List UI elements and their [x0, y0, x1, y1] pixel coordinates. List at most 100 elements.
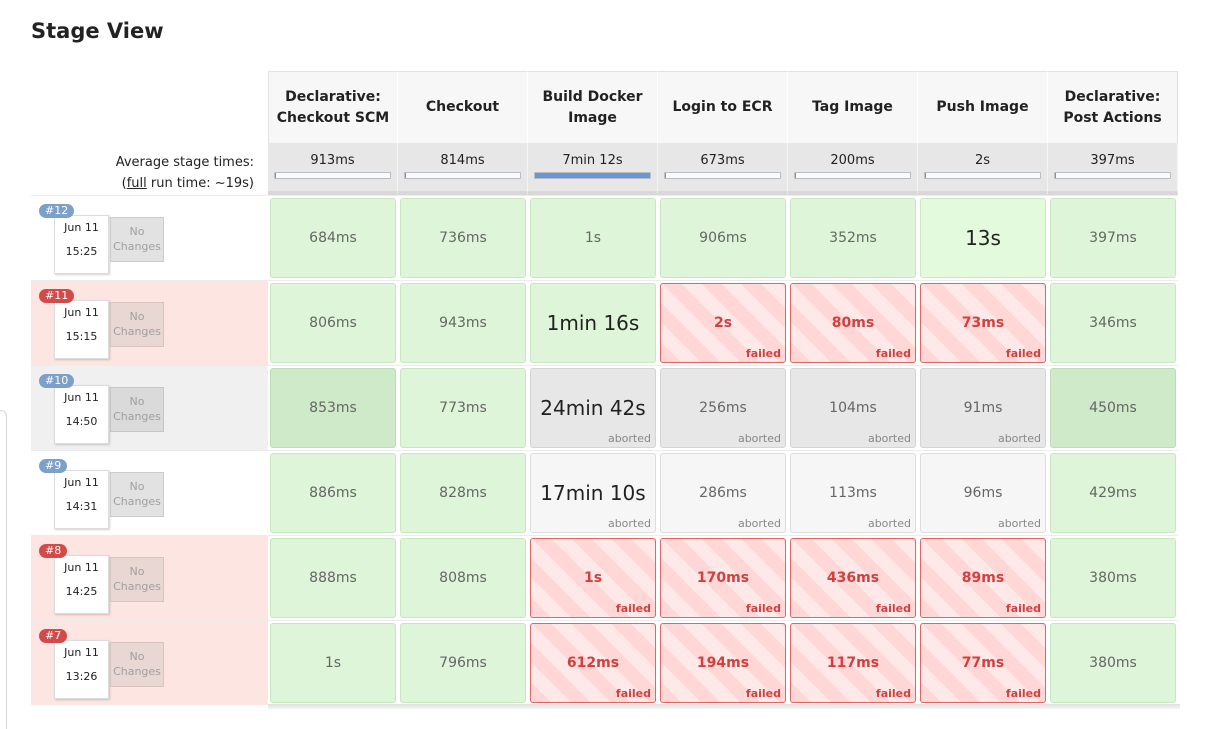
- stage-result-success[interactable]: 1s: [270, 623, 396, 703]
- build-run-row[interactable]: #10 Jun 11 14:50 No Changes: [31, 365, 268, 450]
- stage-result-success[interactable]: 346ms: [1050, 283, 1176, 363]
- stage-result-success[interactable]: 397ms: [1050, 198, 1176, 278]
- stage-result-cell[interactable]: 906ms: [658, 195, 788, 280]
- stage-result-cell[interactable]: 91ms aborted: [918, 365, 1048, 450]
- stage-result-aborted[interactable]: 24min 42s aborted: [530, 368, 656, 448]
- stage-result-cell[interactable]: 13s: [918, 195, 1048, 280]
- no-changes-box[interactable]: No Changes: [110, 642, 164, 687]
- stage-result-cell[interactable]: 806ms: [268, 280, 398, 365]
- stage-result-failed[interactable]: 77ms failed: [920, 623, 1046, 703]
- stage-result-success[interactable]: 806ms: [270, 283, 396, 363]
- build-number-badge[interactable]: #12: [39, 204, 75, 218]
- stage-result-failed[interactable]: 2s failed: [660, 283, 786, 363]
- stage-result-cell[interactable]: 2s failed: [658, 280, 788, 365]
- stage-result-cell[interactable]: 397ms: [1048, 195, 1178, 280]
- stage-result-cell[interactable]: 113ms aborted: [788, 450, 918, 535]
- stage-result-cell[interactable]: 886ms: [268, 450, 398, 535]
- stage-result-failed[interactable]: 170ms failed: [660, 538, 786, 618]
- no-changes-box[interactable]: No Changes: [110, 472, 164, 517]
- stage-result-cell[interactable]: 943ms: [398, 280, 528, 365]
- stage-result-success[interactable]: 429ms: [1050, 453, 1176, 533]
- stage-result-success[interactable]: 888ms: [270, 538, 396, 618]
- stage-result-cell[interactable]: 1s: [528, 195, 658, 280]
- stage-result-cell[interactable]: 828ms: [398, 450, 528, 535]
- build-number-badge[interactable]: #10: [39, 374, 75, 388]
- build-number-badge[interactable]: #9: [39, 459, 68, 473]
- stage-result-cell[interactable]: 80ms failed: [788, 280, 918, 365]
- stage-result-cell[interactable]: 684ms: [268, 195, 398, 280]
- stage-result-success[interactable]: 886ms: [270, 453, 396, 533]
- stage-result-aborted[interactable]: 91ms aborted: [920, 368, 1046, 448]
- stage-result-success[interactable]: 943ms: [400, 283, 526, 363]
- stage-result-cell[interactable]: 450ms: [1048, 365, 1178, 450]
- build-run-row[interactable]: #11 Jun 11 15:15 No Changes: [31, 280, 268, 365]
- stage-result-cell[interactable]: 853ms: [268, 365, 398, 450]
- build-number-badge[interactable]: #11: [39, 289, 75, 303]
- stage-result-success-dark[interactable]: 450ms: [1050, 368, 1176, 448]
- stage-result-success[interactable]: 1min 16s: [530, 283, 656, 363]
- stage-result-cell[interactable]: 1s: [268, 620, 398, 705]
- stage-result-aborted[interactable]: 104ms aborted: [790, 368, 916, 448]
- no-changes-box[interactable]: No Changes: [110, 557, 164, 602]
- no-changes-box[interactable]: No Changes: [110, 217, 164, 262]
- stage-result-cell[interactable]: 89ms failed: [918, 535, 1048, 620]
- stage-result-cell[interactable]: 736ms: [398, 195, 528, 280]
- stage-result-cell[interactable]: 96ms aborted: [918, 450, 1048, 535]
- stage-result-success[interactable]: 906ms: [660, 198, 786, 278]
- stage-result-cell[interactable]: 773ms: [398, 365, 528, 450]
- stage-result-success-light[interactable]: 13s: [920, 198, 1046, 278]
- stage-result-cell[interactable]: 73ms failed: [918, 280, 1048, 365]
- stage-result-failed[interactable]: 80ms failed: [790, 283, 916, 363]
- no-changes-box[interactable]: No Changes: [110, 387, 164, 432]
- stage-result-failed[interactable]: 612ms failed: [530, 623, 656, 703]
- stage-result-failed[interactable]: 117ms failed: [790, 623, 916, 703]
- stage-result-cell[interactable]: 170ms failed: [658, 535, 788, 620]
- stage-result-aborted-light[interactable]: 96ms aborted: [920, 453, 1046, 533]
- stage-result-success[interactable]: 828ms: [400, 453, 526, 533]
- stage-result-cell[interactable]: 380ms: [1048, 535, 1178, 620]
- build-number-badge[interactable]: #8: [39, 544, 68, 558]
- stage-result-success[interactable]: 352ms: [790, 198, 916, 278]
- stage-result-cell[interactable]: 346ms: [1048, 280, 1178, 365]
- stage-result-failed[interactable]: 1s failed: [530, 538, 656, 618]
- stage-result-success[interactable]: 773ms: [400, 368, 526, 448]
- stage-result-success[interactable]: 736ms: [400, 198, 526, 278]
- stage-result-cell[interactable]: 77ms failed: [918, 620, 1048, 705]
- build-run-row[interactable]: #7 Jun 11 13:26 No Changes: [31, 620, 268, 705]
- build-run-row[interactable]: #9 Jun 11 14:31 No Changes: [31, 450, 268, 535]
- stage-result-success[interactable]: 796ms: [400, 623, 526, 703]
- stage-result-failed[interactable]: 73ms failed: [920, 283, 1046, 363]
- stage-result-cell[interactable]: 1min 16s: [528, 280, 658, 365]
- stage-result-cell[interactable]: 194ms failed: [658, 620, 788, 705]
- stage-result-cell[interactable]: 612ms failed: [528, 620, 658, 705]
- build-run-row[interactable]: #12 Jun 11 15:25 No Changes: [31, 195, 268, 280]
- stage-result-failed[interactable]: 89ms failed: [920, 538, 1046, 618]
- stage-result-cell[interactable]: 24min 42s aborted: [528, 365, 658, 450]
- stage-result-cell[interactable]: 352ms: [788, 195, 918, 280]
- stage-result-cell[interactable]: 286ms aborted: [658, 450, 788, 535]
- stage-result-cell[interactable]: 380ms: [1048, 620, 1178, 705]
- stage-result-cell[interactable]: 436ms failed: [788, 535, 918, 620]
- stage-result-success[interactable]: 684ms: [270, 198, 396, 278]
- stage-result-failed[interactable]: 436ms failed: [790, 538, 916, 618]
- stage-result-cell[interactable]: 117ms failed: [788, 620, 918, 705]
- build-run-row[interactable]: #8 Jun 11 14:25 No Changes: [31, 535, 268, 620]
- stage-result-success[interactable]: 808ms: [400, 538, 526, 618]
- build-number-badge[interactable]: #7: [39, 629, 68, 643]
- stage-result-aborted[interactable]: 256ms aborted: [660, 368, 786, 448]
- stage-result-success[interactable]: 1s: [530, 198, 656, 278]
- stage-result-success-dark[interactable]: 853ms: [270, 368, 396, 448]
- stage-result-cell[interactable]: 104ms aborted: [788, 365, 918, 450]
- stage-result-success[interactable]: 380ms: [1050, 623, 1176, 703]
- stage-result-aborted-light[interactable]: 17min 10s aborted: [530, 453, 656, 533]
- stage-result-cell[interactable]: 256ms aborted: [658, 365, 788, 450]
- stage-result-success[interactable]: 380ms: [1050, 538, 1176, 618]
- stage-result-cell[interactable]: 429ms: [1048, 450, 1178, 535]
- full-run-link[interactable]: full: [126, 176, 147, 191]
- stage-result-cell[interactable]: 1s failed: [528, 535, 658, 620]
- stage-result-aborted-light[interactable]: 286ms aborted: [660, 453, 786, 533]
- stage-result-cell[interactable]: 796ms: [398, 620, 528, 705]
- no-changes-box[interactable]: No Changes: [110, 302, 164, 347]
- stage-result-cell[interactable]: 808ms: [398, 535, 528, 620]
- stage-result-aborted-light[interactable]: 113ms aborted: [790, 453, 916, 533]
